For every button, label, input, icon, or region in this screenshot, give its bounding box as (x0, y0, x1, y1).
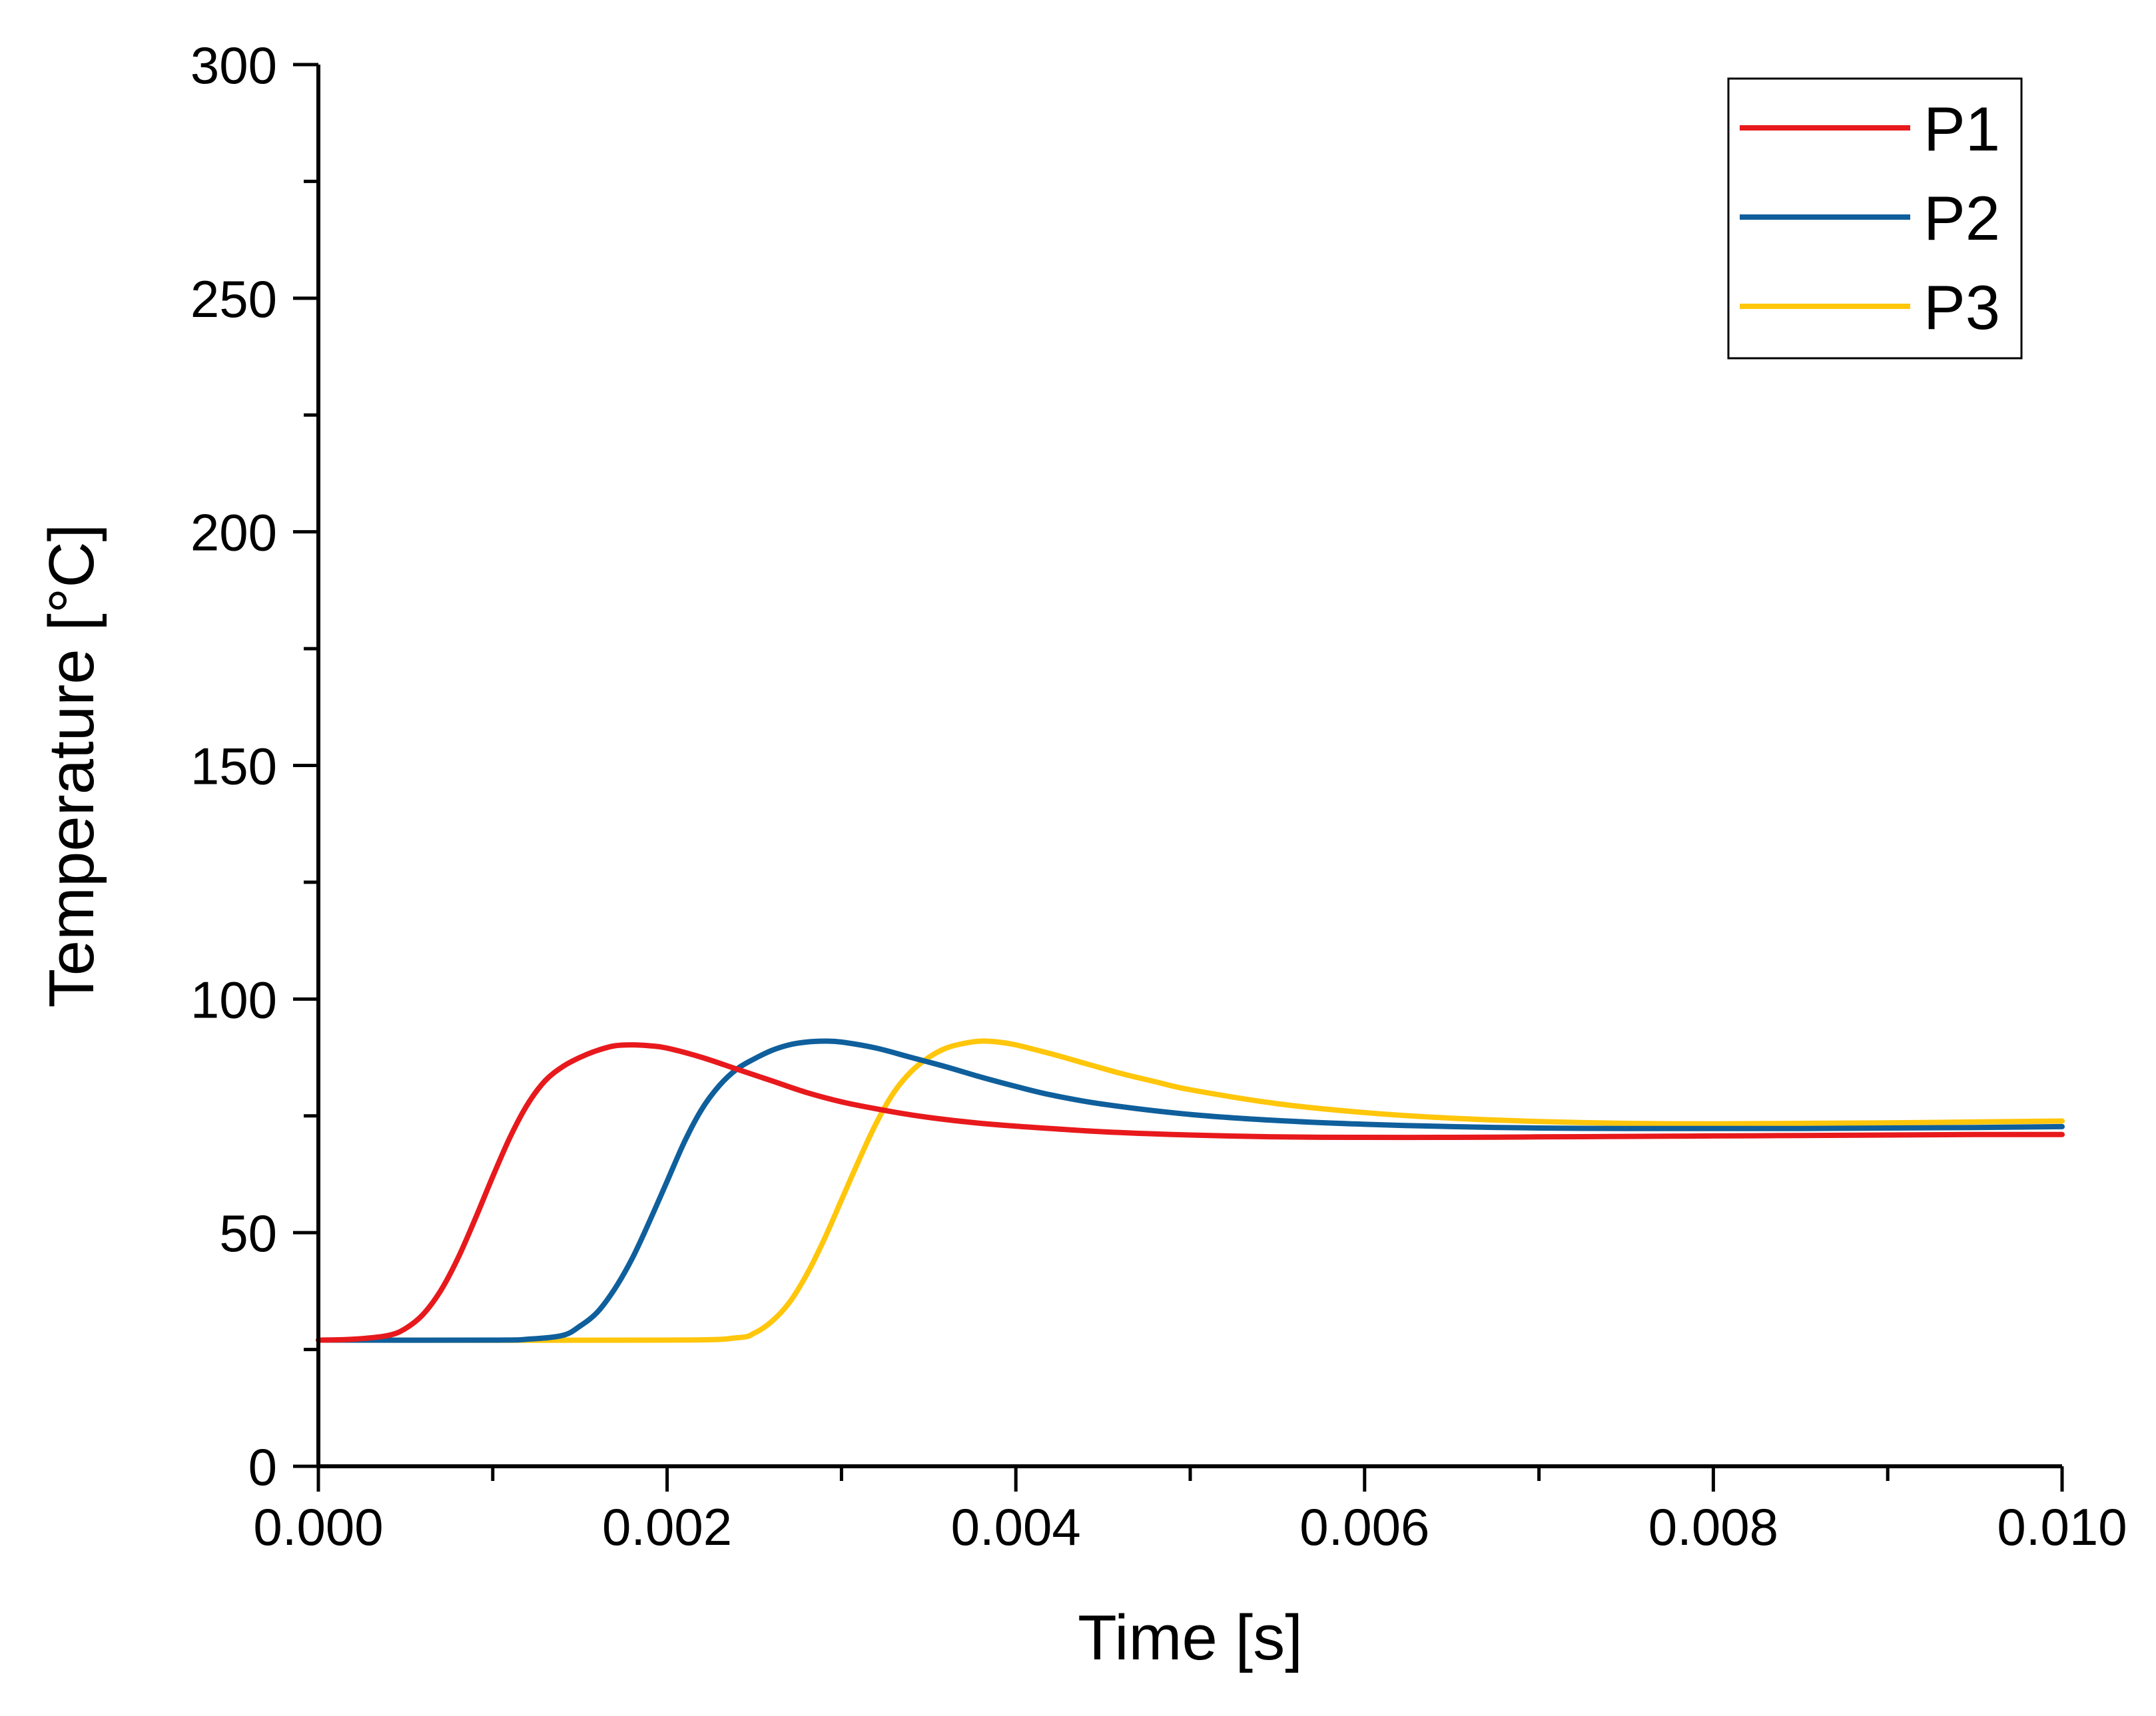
x-axis-title: Time [s] (1078, 1602, 1303, 1673)
ticks-layer: 0.000 0.002 0.004 0.006 0.008 0.010 0 50 100 150 2… (190, 36, 2127, 1556)
y-tick-label: 250 (190, 270, 277, 328)
y-tick-label: 100 (190, 970, 277, 1029)
x-tick-label: 0.010 (1997, 1498, 2127, 1556)
x-tick-label: 0.004 (951, 1498, 1081, 1556)
legend-label-p1: P1 (1924, 94, 2000, 164)
y-tick-label: 150 (190, 737, 277, 796)
y-axis-title: Temperature [°C] (36, 524, 107, 1008)
x-tick-label: 0.002 (602, 1498, 732, 1556)
y-tick-label: 200 (190, 503, 277, 562)
series-line-p3 (316, 1038, 2065, 1343)
legend-label-p2: P2 (1924, 183, 2000, 253)
x-tick-label: 0.000 (253, 1498, 383, 1556)
y-tick-label: 50 (219, 1204, 277, 1263)
series-line-p1 (316, 1042, 2065, 1343)
x-tick-label: 0.006 (1299, 1498, 1429, 1556)
x-tick-label: 0.008 (1648, 1498, 1778, 1556)
series-line-p2 (316, 1038, 2065, 1343)
legend: P1 P2 P3 (1727, 77, 2023, 360)
series-layer (316, 1038, 2065, 1343)
y-tick-label: 300 (190, 36, 277, 95)
legend-label-p3: P3 (1924, 272, 2000, 342)
y-tick-label: 0 (248, 1438, 277, 1496)
